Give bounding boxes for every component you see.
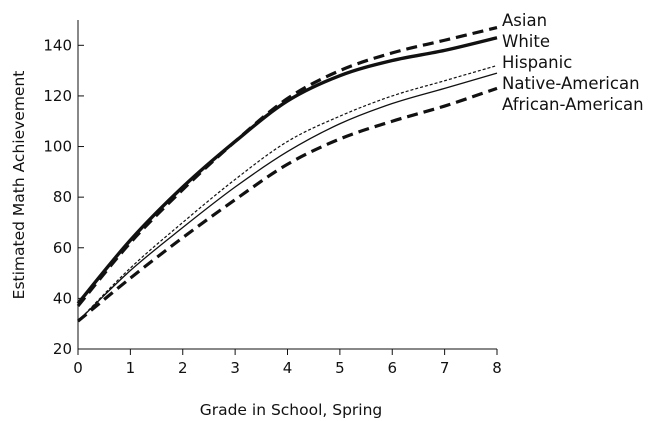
legend-label-african-american: African-American — [502, 95, 644, 114]
y-tick-label: 20 — [53, 340, 72, 358]
x-tick-label: 5 — [335, 359, 345, 377]
series-line-african-american — [76, 86, 498, 323]
y-tick-label: 140 — [43, 36, 72, 54]
y-tick-label: 100 — [43, 138, 72, 156]
x-tick-label: 8 — [492, 359, 502, 377]
x-tick-label: 2 — [178, 359, 188, 377]
y-tick-label: 80 — [53, 188, 72, 206]
legend-label-white: White — [502, 32, 550, 51]
legend-label-native-american: Native-American — [502, 74, 640, 93]
x-ticks: 0 1 2 3 4 5 6 7 8 — [73, 349, 502, 377]
y-tick-label: 40 — [53, 289, 72, 307]
axes — [77, 20, 497, 350]
y-tick-label: 120 — [43, 87, 72, 105]
legend-label-hispanic: Hispanic — [502, 53, 572, 72]
x-tick-label: 1 — [126, 359, 136, 377]
x-tick-label: 7 — [440, 359, 450, 377]
legend-label-asian: Asian — [502, 11, 547, 30]
series-line-asian — [76, 26, 498, 307]
x-tick-label: 0 — [73, 359, 83, 377]
x-tick-label: 6 — [387, 359, 397, 377]
y-ticks: 20 40 60 80 100 120 140 — [43, 36, 84, 358]
x-tick-label: 4 — [283, 359, 293, 377]
series-line-hispanic — [77, 64, 498, 322]
x-tick-label: 3 — [230, 359, 240, 377]
x-axis-title: Grade in School, Spring — [200, 401, 383, 419]
y-tick-label: 60 — [53, 239, 72, 257]
legend-labels: Asian White Hispanic Native-American African… — [502, 11, 644, 114]
series-line-native-american — [77, 72, 498, 322]
y-axis-title: Estimated Math Achievement — [10, 71, 28, 300]
series-line-white — [76, 36, 498, 305]
series-lines — [76, 26, 498, 323]
